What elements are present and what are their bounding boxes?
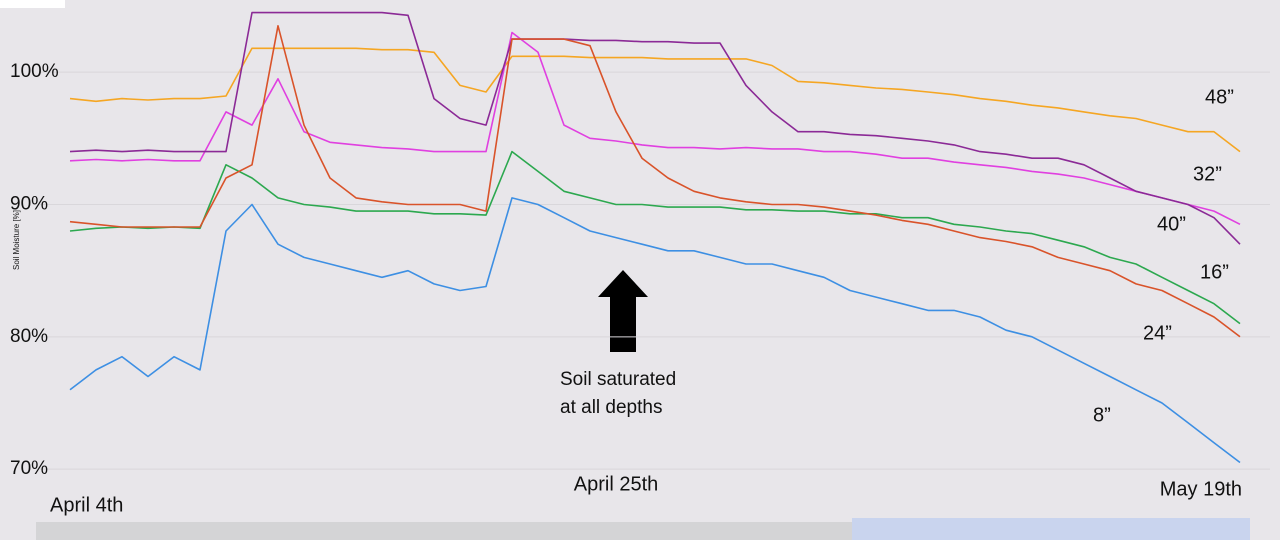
series-line: [69, 11, 1241, 245]
series-line: [69, 197, 1241, 464]
series-line: [69, 25, 1241, 338]
arrow: [598, 270, 648, 352]
y-tick-label: 70%: [10, 458, 48, 479]
series-label: 8”: [1093, 404, 1111, 426]
arrow-shape: [598, 270, 648, 352]
x-tick-label: April 4th: [50, 494, 123, 516]
series-label: 48”: [1205, 86, 1234, 108]
series-line: [69, 150, 1241, 325]
x-tick-label: April 25th: [574, 473, 659, 495]
y-tick-label: 90%: [10, 194, 48, 215]
series-line: [69, 47, 1241, 153]
y-axis-title: Soil Moisture [%]: [12, 210, 21, 270]
annotation: Soil saturated: [560, 369, 676, 390]
y-tick-label: 100%: [10, 61, 59, 82]
series-line: [69, 31, 1241, 226]
annotation: at all depths: [560, 397, 662, 418]
x-tick-label: May 19th: [1160, 478, 1242, 500]
y-tick-label: 80%: [10, 326, 48, 347]
range-slider: [36, 518, 1250, 540]
series-label: 32”: [1193, 163, 1222, 185]
slider-window[interactable]: [852, 518, 1250, 540]
series-label: 16”: [1200, 261, 1229, 283]
series-label: 24”: [1143, 322, 1172, 344]
series-label: 40”: [1157, 213, 1186, 235]
corner-patch: [0, 0, 65, 8]
